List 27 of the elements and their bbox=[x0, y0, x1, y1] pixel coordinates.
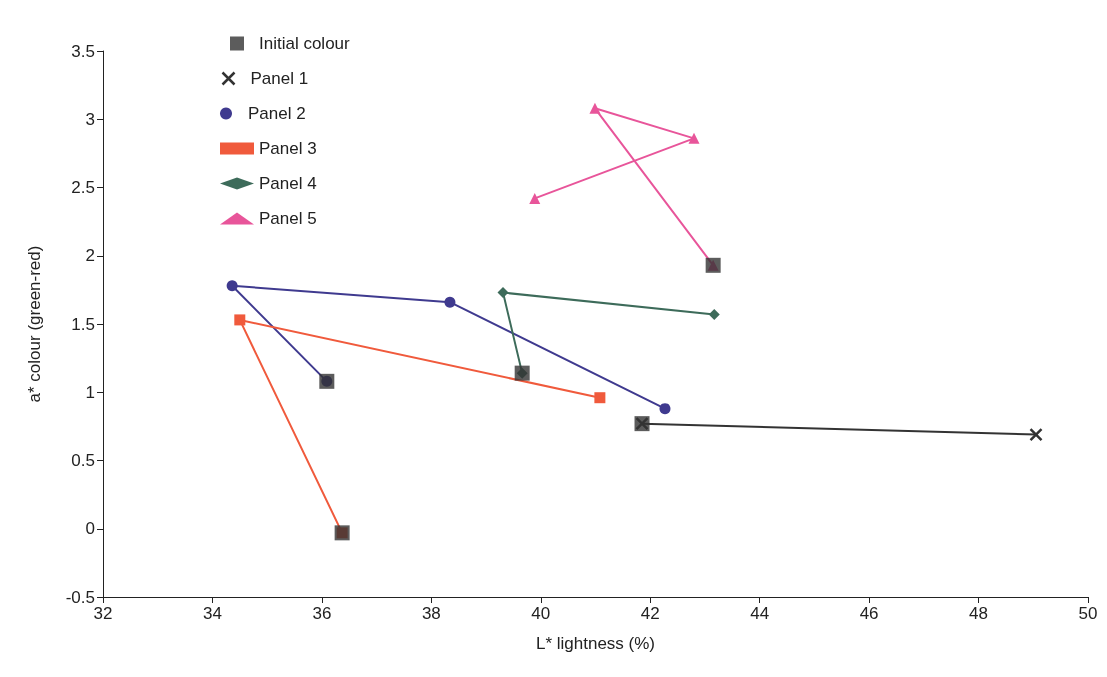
x-tick-label: 40 bbox=[531, 604, 551, 623]
y-tick-label: 2.5 bbox=[71, 178, 95, 197]
y-axis-title: a* colour (green-red) bbox=[25, 245, 44, 403]
y-tick-label: 0 bbox=[85, 519, 95, 539]
x-tick-label: 32 bbox=[93, 604, 113, 623]
x-tick-label: 50 bbox=[1078, 604, 1098, 623]
x-tick-label: 46 bbox=[859, 604, 879, 623]
y-tick-label: 3.5 bbox=[71, 41, 95, 61]
x-tick-label: 44 bbox=[750, 604, 770, 623]
x-tick-label: 42 bbox=[640, 604, 660, 623]
legend-label: Panel 2 bbox=[248, 104, 306, 123]
x-tick-label: 34 bbox=[202, 604, 222, 623]
x-tick-label: 48 bbox=[969, 604, 989, 623]
y-tick-label: -0.5 bbox=[65, 587, 95, 607]
legend-label: Initial colour bbox=[259, 34, 351, 53]
legend-label: Panel 5 bbox=[259, 209, 317, 228]
y-tick-label: 1.5 bbox=[71, 314, 95, 334]
x-tick-label: 38 bbox=[421, 604, 441, 623]
legend-label: Panel 4 bbox=[259, 174, 317, 193]
y-tick-label: 2 bbox=[85, 246, 95, 266]
y-tick-label: 1 bbox=[85, 382, 95, 402]
x-tick-label: 36 bbox=[312, 604, 332, 623]
legend-label: Panel 3 bbox=[259, 139, 317, 158]
y-tick-label: 3 bbox=[85, 109, 95, 129]
y-tick-label: 0.5 bbox=[71, 451, 95, 470]
x-axis-title: L* lightness (%) bbox=[535, 634, 656, 653]
legend-label: Panel 1 bbox=[250, 69, 309, 88]
